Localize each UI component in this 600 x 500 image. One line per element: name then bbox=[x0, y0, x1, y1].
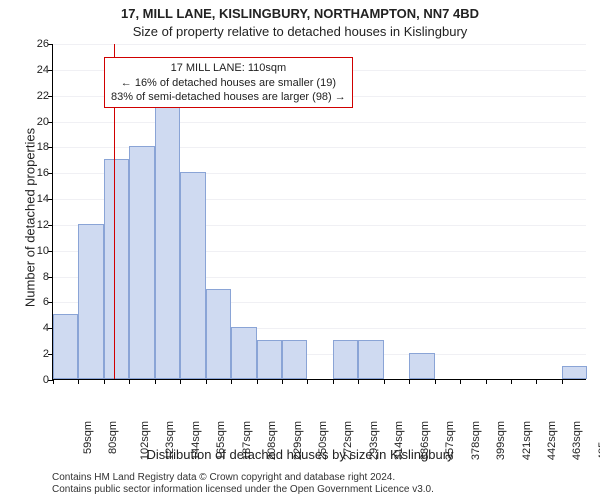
histogram-bar bbox=[562, 366, 587, 379]
y-tick-label: 12 bbox=[25, 219, 49, 231]
x-tick bbox=[206, 379, 207, 384]
x-tick bbox=[460, 379, 461, 384]
x-tick bbox=[129, 379, 130, 384]
annotation-line: 17 MILL LANE: 110sqm bbox=[111, 61, 346, 75]
histogram-bar bbox=[53, 314, 78, 379]
gridline bbox=[53, 122, 586, 123]
annotation-line: ← 16% of detached houses are smaller (19… bbox=[111, 76, 346, 90]
y-tick-label: 10 bbox=[25, 245, 49, 257]
plot-inner: 0246810121416182022242659sqm80sqm102sqm1… bbox=[53, 44, 586, 379]
annotation-line: 83% of semi-detached houses are larger (… bbox=[111, 90, 346, 104]
page-subtitle: Size of property relative to detached ho… bbox=[0, 24, 600, 39]
y-tick-label: 4 bbox=[25, 322, 49, 334]
y-tick-label: 20 bbox=[25, 116, 49, 128]
footer-line-1: Contains HM Land Registry data © Crown c… bbox=[52, 472, 592, 484]
histogram-bar bbox=[231, 327, 256, 379]
figure: 17, MILL LANE, KISLINGBURY, NORTHAMPTON,… bbox=[0, 0, 600, 500]
y-tick-label: 8 bbox=[25, 271, 49, 283]
footer: Contains HM Land Registry data © Crown c… bbox=[52, 472, 592, 496]
x-tick bbox=[53, 379, 54, 384]
x-tick bbox=[104, 379, 105, 384]
y-tick-label: 0 bbox=[25, 374, 49, 386]
y-tick-label: 24 bbox=[25, 64, 49, 76]
x-tick bbox=[384, 379, 385, 384]
y-tick-label: 16 bbox=[25, 167, 49, 179]
annotation-box: 17 MILL LANE: 110sqm← 16% of detached ho… bbox=[104, 57, 353, 108]
x-tick bbox=[257, 379, 258, 384]
y-tick-label: 22 bbox=[25, 90, 49, 102]
x-tick bbox=[511, 379, 512, 384]
histogram-bar bbox=[333, 340, 358, 379]
x-tick bbox=[486, 379, 487, 384]
plot-area: 0246810121416182022242659sqm80sqm102sqm1… bbox=[52, 44, 586, 380]
y-tick-label: 26 bbox=[25, 38, 49, 50]
histogram-bar bbox=[180, 172, 205, 379]
gridline bbox=[53, 44, 586, 45]
y-tick-label: 6 bbox=[25, 296, 49, 308]
histogram-bar bbox=[257, 340, 282, 379]
histogram-bar bbox=[409, 353, 434, 379]
histogram-bar bbox=[282, 340, 307, 379]
y-tick-label: 2 bbox=[25, 348, 49, 360]
x-tick bbox=[155, 379, 156, 384]
x-tick bbox=[231, 379, 232, 384]
y-tick-label: 14 bbox=[25, 193, 49, 205]
histogram-bar bbox=[358, 340, 383, 379]
histogram-bar bbox=[155, 95, 180, 379]
x-tick bbox=[562, 379, 563, 384]
x-axis-label: Distribution of detached houses by size … bbox=[0, 447, 600, 462]
footer-line-2: Contains public sector information licen… bbox=[52, 484, 592, 496]
x-tick bbox=[78, 379, 79, 384]
x-tick bbox=[358, 379, 359, 384]
x-tick bbox=[307, 379, 308, 384]
x-tick bbox=[333, 379, 334, 384]
histogram-bar bbox=[78, 224, 103, 379]
histogram-bar bbox=[206, 289, 231, 379]
histogram-bar bbox=[104, 159, 129, 379]
x-tick bbox=[409, 379, 410, 384]
x-tick bbox=[536, 379, 537, 384]
x-tick bbox=[435, 379, 436, 384]
y-tick-label: 18 bbox=[25, 141, 49, 153]
x-tick bbox=[180, 379, 181, 384]
histogram-bar bbox=[129, 146, 154, 379]
page-title: 17, MILL LANE, KISLINGBURY, NORTHAMPTON,… bbox=[0, 6, 600, 21]
x-tick bbox=[282, 379, 283, 384]
